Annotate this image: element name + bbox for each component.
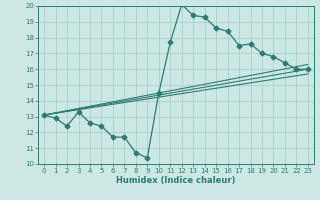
X-axis label: Humidex (Indice chaleur): Humidex (Indice chaleur) — [116, 176, 236, 185]
